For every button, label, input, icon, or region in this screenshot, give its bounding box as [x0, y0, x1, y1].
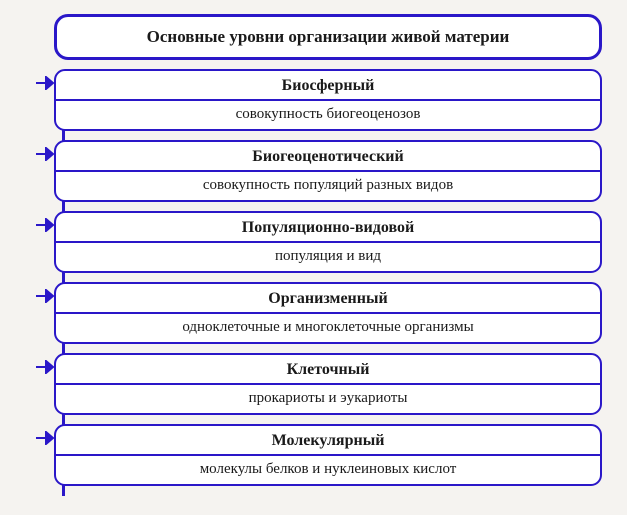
- level-desc: молекулы белков и нуклеиновых кислот: [56, 456, 600, 484]
- level-desc: популяция и вид: [56, 243, 600, 271]
- arrow-icon: [36, 289, 54, 303]
- level-title: Популяционно-видовой: [56, 213, 600, 241]
- level-title: Биосферный: [56, 71, 600, 99]
- level-box: Организменный одноклеточные и многоклето…: [54, 282, 602, 344]
- level-group: Популяционно-видовой популяция и вид: [54, 211, 602, 273]
- level-title: Организменный: [56, 284, 600, 312]
- level-desc: одноклеточные и многоклеточные организмы: [56, 314, 600, 342]
- arrow-icon: [36, 147, 54, 161]
- level-box: Популяционно-видовой популяция и вид: [54, 211, 602, 273]
- level-title: Биогеоценотический: [56, 142, 600, 170]
- level-desc: совокупность биогеоценозов: [56, 101, 600, 129]
- arrow-icon: [36, 218, 54, 232]
- level-box: Биосферный совокупность биогеоценозов: [54, 69, 602, 131]
- level-group: Организменный одноклеточные и многоклето…: [54, 282, 602, 344]
- level-group: Клеточный прокариоты и эукариоты: [54, 353, 602, 415]
- arrow-icon: [36, 360, 54, 374]
- level-box: Молекулярный молекулы белков и нуклеинов…: [54, 424, 602, 486]
- header-box: Основные уровни организации живой матери…: [54, 14, 602, 60]
- level-desc: совокупность популяций разных видов: [56, 172, 600, 200]
- level-group: Молекулярный молекулы белков и нуклеинов…: [54, 424, 602, 486]
- level-group: Биогеоценотический совокупность популяци…: [54, 140, 602, 202]
- arrow-icon: [36, 431, 54, 445]
- level-box: Клеточный прокариоты и эукариоты: [54, 353, 602, 415]
- hierarchy-diagram: Основные уровни организации живой матери…: [24, 14, 606, 486]
- header-title: Основные уровни организации живой матери…: [147, 27, 510, 47]
- level-group: Биосферный совокупность биогеоценозов: [54, 69, 602, 131]
- level-box: Биогеоценотический совокупность популяци…: [54, 140, 602, 202]
- level-title: Клеточный: [56, 355, 600, 383]
- arrow-icon: [36, 76, 54, 90]
- level-title: Молекулярный: [56, 426, 600, 454]
- level-desc: прокариоты и эукариоты: [56, 385, 600, 413]
